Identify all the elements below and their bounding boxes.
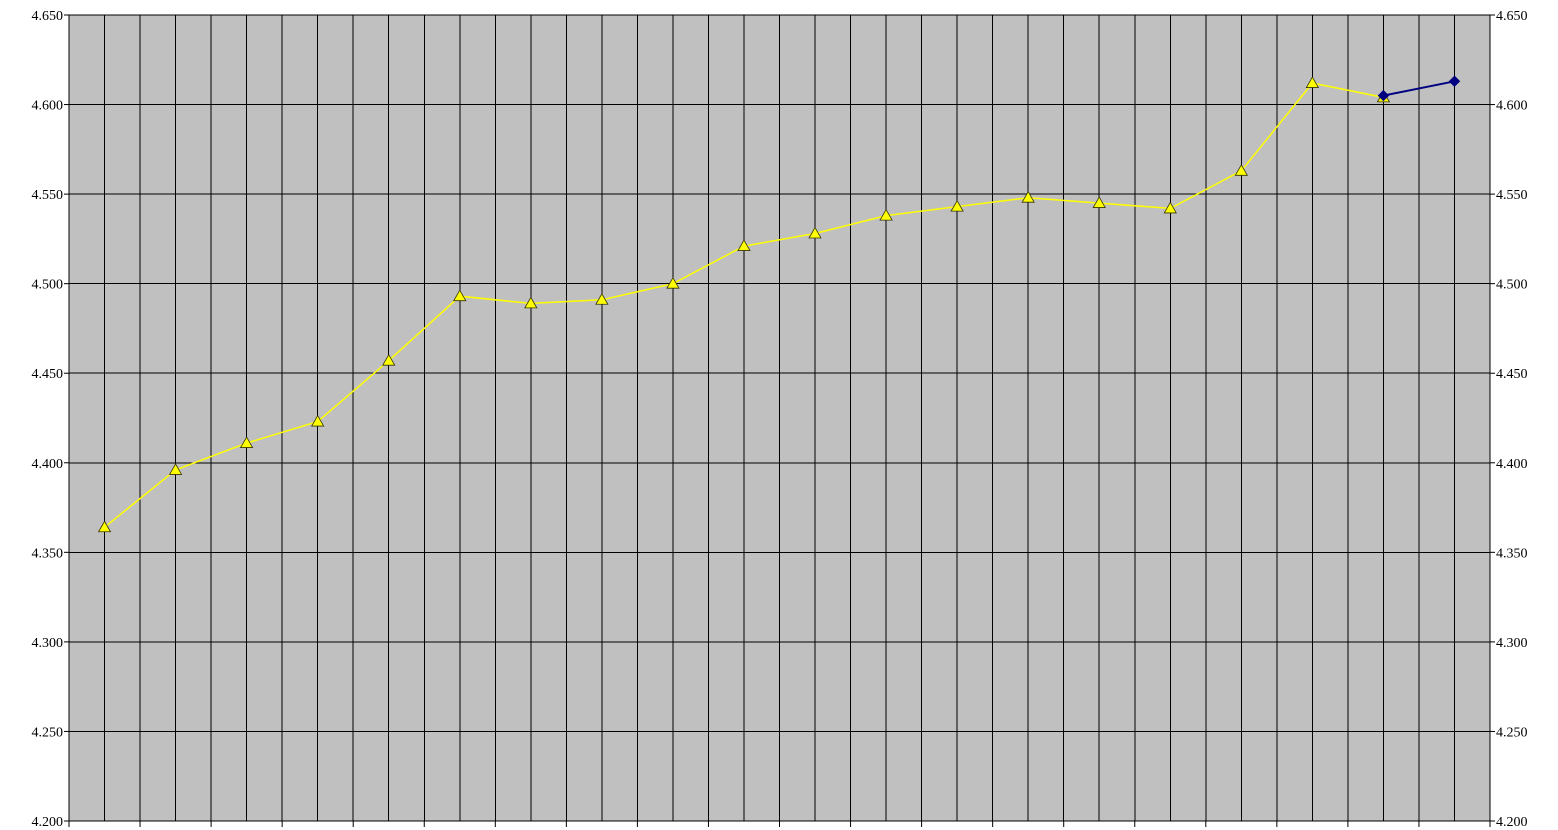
y-tick-label-right: 4.600 — [1496, 99, 1528, 114]
data-point — [168, 463, 183, 475]
data-point — [879, 208, 893, 221]
data-point — [808, 226, 822, 239]
y-tick-label-left: 4.350 — [32, 546, 64, 561]
y-tick-label-right: 4.650 — [1496, 9, 1528, 24]
data-point — [1305, 76, 1320, 88]
data-point — [310, 414, 325, 427]
data-point — [453, 289, 467, 302]
y-tick-label-left: 4.300 — [32, 636, 64, 651]
y-tick-label-left: 4.250 — [32, 725, 64, 740]
series-line — [1383, 80, 1455, 97]
y-tick-label-right: 4.350 — [1496, 546, 1528, 561]
data-point — [1163, 201, 1177, 214]
y-tick-label-left: 4.550 — [32, 188, 64, 203]
data-point — [1377, 89, 1390, 102]
data-point — [1021, 190, 1035, 203]
y-tick-label-left: 4.500 — [32, 278, 64, 293]
data-point — [666, 276, 680, 289]
axes — [68, 14, 1491, 827]
y-tick-label-right: 4.300 — [1496, 636, 1528, 651]
y-tick-label-right: 4.400 — [1496, 457, 1528, 472]
data-point — [950, 199, 964, 212]
y-tick-label-right: 4.250 — [1496, 725, 1528, 740]
y-tick-label-right: 4.500 — [1496, 278, 1528, 293]
vertical-gridlines — [68, 15, 1491, 821]
series-layer — [97, 75, 1461, 533]
y-tick-label-right: 4.550 — [1496, 188, 1528, 203]
data-point — [239, 436, 254, 448]
y-tick-label-left: 4.200 — [32, 815, 64, 830]
data-point — [737, 239, 751, 251]
left-y-axis-ticks: 4.200 4.250 4.300 4.350 4.400 4.450 4.500 4.550… — [32, 9, 69, 830]
data-point — [595, 292, 609, 305]
data-point — [1448, 75, 1461, 87]
y-tick-label-right: 4.450 — [1496, 367, 1528, 382]
data-point — [1092, 196, 1106, 208]
y-tick-label-left: 4.450 — [32, 367, 64, 382]
y-tick-label-left: 4.650 — [32, 9, 64, 24]
right-y-axis-ticks: 4.200 4.250 4.300 4.350 4.400 4.450 4.500 4.550… — [1490, 9, 1528, 830]
y-tick-label-left: 4.600 — [32, 99, 64, 114]
data-point — [97, 520, 112, 533]
y-tick-label-left: 4.400 — [32, 457, 64, 472]
data-point — [382, 353, 396, 366]
y-tick-label-right: 4.200 — [1496, 815, 1528, 830]
data-point — [524, 296, 538, 309]
data-point — [1234, 164, 1249, 176]
